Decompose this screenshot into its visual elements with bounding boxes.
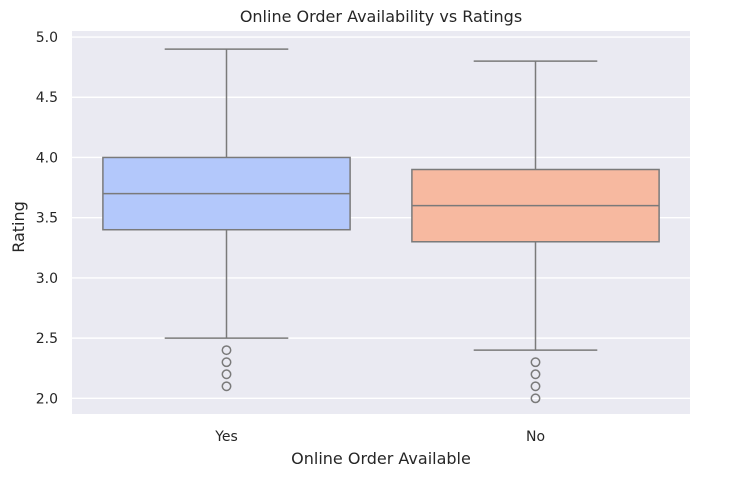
outlier-point	[221, 345, 232, 356]
x-tick-labels: Yes No	[214, 429, 545, 445]
y-tick-labels: 2.0 2.5 3.0 3.5 4.0 4.5 5.0	[36, 30, 58, 407]
outlier-point	[530, 381, 541, 392]
y-tick-label: 5.0	[36, 30, 58, 46]
y-axis-label: Rating	[9, 201, 28, 253]
box-series	[102, 48, 660, 404]
outlier-point	[530, 369, 541, 380]
outlier-point	[221, 369, 232, 380]
x-tick-label: No	[526, 429, 545, 445]
y-tick-label: 2.5	[36, 331, 58, 347]
y-tick-label: 4.5	[36, 90, 58, 106]
box-no	[411, 60, 660, 404]
y-tick-label: 3.0	[36, 271, 58, 287]
x-axis-label: Online Order Available	[291, 449, 471, 468]
box-yes	[102, 48, 351, 392]
y-tick-label: 2.0	[36, 391, 58, 407]
y-tick-label: 3.5	[36, 211, 58, 227]
outlier-point	[221, 381, 232, 392]
chart-title: Online Order Availability vs Ratings	[240, 7, 522, 26]
y-tick-label: 4.0	[36, 150, 58, 166]
outlier-point	[530, 393, 541, 404]
outlier-point	[530, 357, 541, 368]
outlier-point	[221, 357, 232, 368]
x-tick-label: Yes	[214, 429, 238, 445]
